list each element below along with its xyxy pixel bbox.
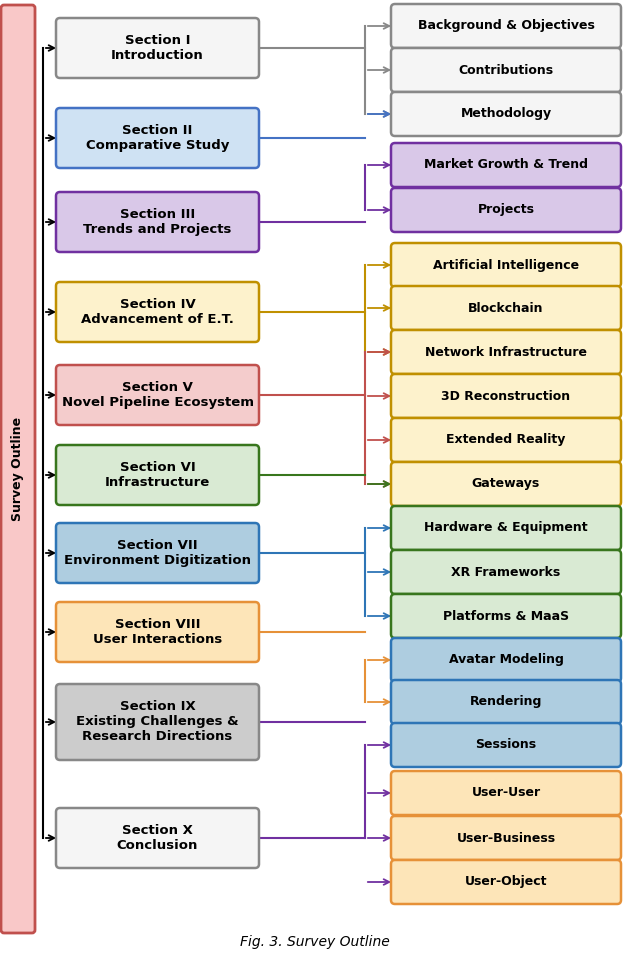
FancyBboxPatch shape [391, 860, 621, 904]
FancyBboxPatch shape [391, 816, 621, 860]
Text: Projects: Projects [478, 203, 534, 217]
Text: Section VI
Infrastructure: Section VI Infrastructure [105, 461, 210, 489]
Text: Section V
Novel Pipeline Ecosystem: Section V Novel Pipeline Ecosystem [62, 381, 253, 409]
Text: Extended Reality: Extended Reality [446, 434, 566, 446]
Text: User-Object: User-Object [465, 875, 547, 889]
Text: User-User: User-User [471, 787, 541, 799]
Text: Section VII
Environment Digitization: Section VII Environment Digitization [64, 539, 251, 567]
Text: Rendering: Rendering [470, 695, 542, 709]
Text: Network Infrastructure: Network Infrastructure [425, 345, 587, 359]
FancyBboxPatch shape [56, 808, 259, 868]
FancyBboxPatch shape [391, 680, 621, 724]
Text: Survey Outline: Survey Outline [11, 417, 25, 522]
Text: Market Growth & Trend: Market Growth & Trend [424, 158, 588, 172]
FancyBboxPatch shape [56, 192, 259, 252]
Text: Contributions: Contributions [459, 64, 554, 76]
Text: Section III
Trends and Projects: Section III Trends and Projects [83, 208, 232, 236]
Text: Sessions: Sessions [476, 738, 537, 752]
FancyBboxPatch shape [56, 18, 259, 78]
FancyBboxPatch shape [391, 188, 621, 232]
Text: User-Business: User-Business [457, 832, 556, 844]
Text: Section VIII
User Interactions: Section VIII User Interactions [93, 618, 222, 646]
FancyBboxPatch shape [56, 684, 259, 760]
Text: Hardware & Equipment: Hardware & Equipment [424, 522, 588, 534]
Text: Section IV
Advancement of E.T.: Section IV Advancement of E.T. [81, 298, 234, 326]
Text: 3D Reconstruction: 3D Reconstruction [442, 389, 571, 403]
FancyBboxPatch shape [56, 602, 259, 662]
FancyBboxPatch shape [391, 330, 621, 374]
FancyBboxPatch shape [1, 5, 35, 933]
FancyBboxPatch shape [56, 108, 259, 168]
FancyBboxPatch shape [391, 243, 621, 287]
Text: XR Frameworks: XR Frameworks [451, 566, 561, 578]
FancyBboxPatch shape [391, 48, 621, 92]
Text: Artificial Intelligence: Artificial Intelligence [433, 258, 579, 272]
Text: Avatar Modeling: Avatar Modeling [449, 654, 563, 666]
FancyBboxPatch shape [56, 523, 259, 583]
FancyBboxPatch shape [391, 506, 621, 550]
FancyBboxPatch shape [391, 771, 621, 815]
Text: Background & Objectives: Background & Objectives [418, 19, 595, 33]
Text: Section I
Introduction: Section I Introduction [111, 34, 204, 62]
FancyBboxPatch shape [391, 723, 621, 767]
Text: Blockchain: Blockchain [468, 302, 544, 314]
Text: Section II
Comparative Study: Section II Comparative Study [86, 124, 229, 152]
FancyBboxPatch shape [391, 4, 621, 48]
FancyBboxPatch shape [56, 445, 259, 505]
Text: Gateways: Gateways [472, 477, 540, 491]
FancyBboxPatch shape [391, 550, 621, 594]
Text: Section X
Conclusion: Section X Conclusion [117, 824, 198, 852]
Text: Platforms & MaaS: Platforms & MaaS [443, 609, 569, 623]
FancyBboxPatch shape [391, 418, 621, 462]
FancyBboxPatch shape [391, 92, 621, 136]
FancyBboxPatch shape [391, 462, 621, 506]
FancyBboxPatch shape [391, 374, 621, 418]
FancyBboxPatch shape [391, 286, 621, 330]
FancyBboxPatch shape [391, 143, 621, 187]
FancyBboxPatch shape [56, 282, 259, 342]
Text: Section IX
Existing Challenges &
Research Directions: Section IX Existing Challenges & Researc… [76, 701, 239, 743]
FancyBboxPatch shape [391, 594, 621, 638]
Text: Fig. 3. Survey Outline: Fig. 3. Survey Outline [240, 935, 390, 949]
FancyBboxPatch shape [56, 365, 259, 425]
Text: Methodology: Methodology [461, 108, 551, 120]
FancyBboxPatch shape [391, 638, 621, 682]
